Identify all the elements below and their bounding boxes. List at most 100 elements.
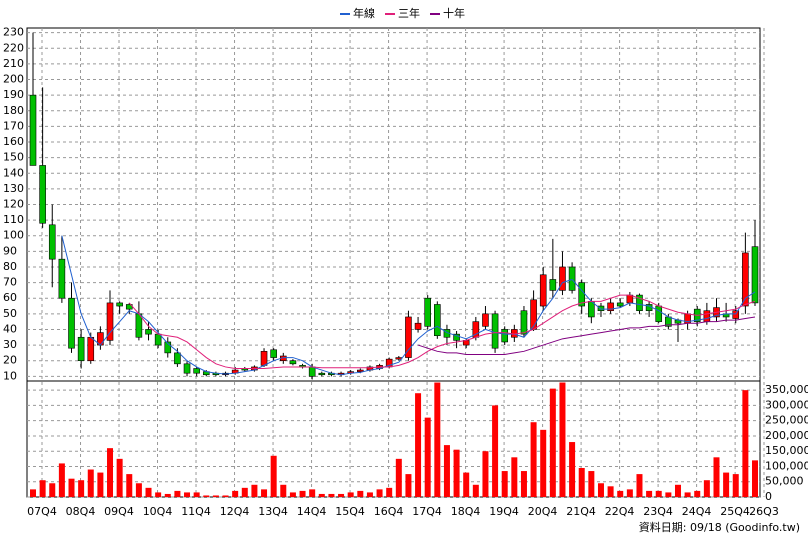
y-tick-label: 20 [3,354,17,367]
x-tick-label: 14Q4 [297,505,327,518]
y-tick-label: 190 [3,88,24,101]
volume-bar [723,472,730,497]
candle-body [357,369,364,372]
candle-body [424,297,431,327]
candle-body [501,329,509,343]
x-tick-label: 20Q4 [528,505,558,518]
x-tick-label: 25Q4 [720,505,750,518]
candle-body [193,368,200,374]
volume-bar [309,489,316,497]
volume-bar [193,492,200,497]
volume-bar [703,480,710,497]
y-tick-label: 160 [3,135,24,148]
y-tick-label: 90 [3,244,17,257]
y2-tick-label: 250,000 [765,414,808,427]
candle-body [29,94,37,166]
candle-body [491,313,499,349]
volume-bar [732,474,739,497]
volume-bar [222,495,229,497]
volume-bar [607,486,614,497]
candle-body [482,313,489,327]
volume-bar [742,390,749,497]
y-tick-label: 170 [3,119,24,132]
volume-bar [443,445,450,497]
y-tick-label: 180 [3,104,24,117]
candle-body [597,305,605,312]
candle-body [703,310,711,322]
volume-bar [578,468,585,497]
volume-bar [376,489,383,497]
volume-bar [49,483,56,497]
volume-bar [135,483,142,497]
candle-body [607,302,614,312]
x-tick-label: 09Q4 [104,505,134,518]
volume-bar [415,393,422,497]
volume-bar [434,382,441,497]
volume-bar [684,492,691,497]
y2-tick-label: 0 [765,490,772,503]
volume-bar [107,448,114,497]
volume-bar [520,471,527,497]
y-tick-label: 70 [3,276,17,289]
legend-label: 十年 [443,6,465,20]
volume-bar [347,492,354,497]
x-tick-label: 23Q4 [643,505,673,518]
candle-body [559,266,566,291]
volume-bar [184,492,191,497]
y2-tick-label: 350,000 [765,383,808,396]
volume-bar [588,471,595,497]
volume-bar [366,492,373,497]
volume-bar [270,455,277,497]
candle-body [742,252,749,307]
volume-bar [395,458,402,497]
volume-bar [665,492,672,497]
x-tick-label: 11Q4 [181,505,211,518]
y-tick-label: 140 [3,166,24,179]
x-tick-label: 13Q4 [258,505,288,518]
y2-tick-label: 100,000 [765,459,808,472]
moving-average-line [61,235,756,376]
y-tick-label: 220 [3,41,24,54]
y-tick-label: 40 [3,322,17,335]
y-tick-label: 60 [3,291,17,304]
y-tick-label: 130 [3,182,24,195]
candle-body [318,372,326,376]
volume-bar [251,484,258,497]
y-tick-label: 50 [3,307,17,320]
volume-bar [694,490,701,497]
volume-bar [87,469,94,497]
candle-body [164,341,172,354]
volume-bar [453,449,460,497]
volume-bar [617,490,624,497]
volume-bar [636,474,643,497]
volume-bar [299,490,306,497]
candle-body [145,329,152,335]
volume-bar [212,495,219,497]
candle-body [434,304,441,337]
x-tick-label: 17Q4 [412,505,442,518]
x-tick-label: 15Q4 [335,505,365,518]
y-tick-label: 30 [3,338,17,351]
volume-bar [78,480,85,497]
x-tick-label: 24Q4 [682,505,712,518]
y-tick-label: 150 [3,151,24,164]
volume-bar [164,493,171,497]
volume-bar [713,457,720,497]
candle-body [751,246,759,304]
volume-bar [472,484,479,497]
volume-bar [289,492,296,497]
y-tick-label: 10 [3,369,17,382]
volume-bar [501,471,508,497]
volume-bar [424,417,431,497]
volume-bar [155,492,162,497]
candle-body [308,366,316,377]
legend-label: 年線 [353,6,375,20]
x-tick-label: 21Q4 [566,505,596,518]
plot-area [26,27,761,498]
candle-body [116,302,123,307]
volume-bar [30,489,36,497]
volume-bar [674,484,681,497]
volume-bar [126,474,133,497]
volume-bar [318,493,325,497]
